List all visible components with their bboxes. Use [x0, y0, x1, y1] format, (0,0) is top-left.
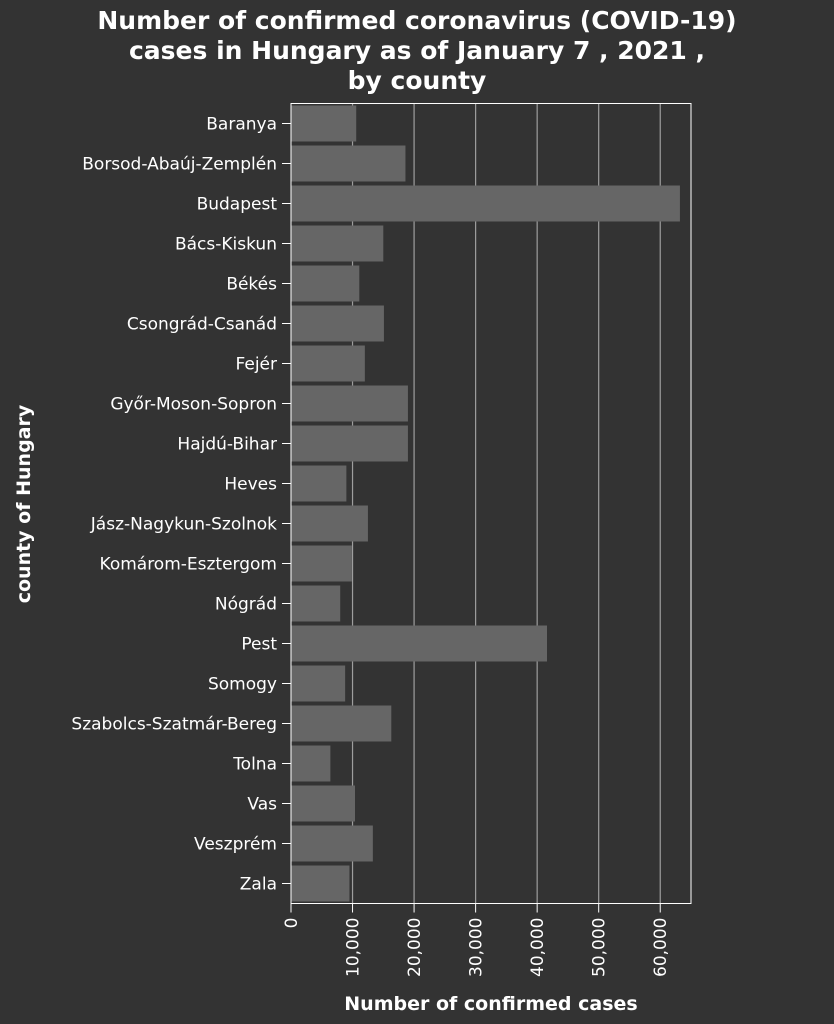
x-axis-ticks: 0 10,000 20,000 30,000 40,000 50,000 60,000 — [282, 903, 671, 977]
bar-7 — [291, 385, 408, 422]
bar-1 — [291, 145, 406, 182]
y-tick-label-4: Békés — [226, 275, 277, 295]
x-tick-label-4: 40,000 — [528, 918, 548, 977]
y-tick-label-10: Jász-Nagykun-Szolnok — [90, 515, 277, 535]
bar-15 — [291, 705, 392, 742]
bar-19 — [291, 865, 350, 902]
y-axis-title: county of Hungary — [13, 404, 35, 603]
y-tick-label-9: Heves — [224, 475, 277, 495]
x-tick-label-6: 60,000 — [651, 918, 671, 977]
x-tick-label-5: 50,000 — [590, 918, 610, 977]
bar-12 — [291, 585, 341, 622]
y-tick-label-5: Csongrád-Csanád — [127, 315, 277, 335]
chart-title-line-1: Number of confirmed coronavirus (COVID-1… — [97, 6, 737, 35]
bars — [291, 105, 680, 902]
plot-area-frame — [290, 103, 692, 904]
y-tick-label-1: Borsod-Abaúj-Zemplén — [82, 155, 277, 175]
y-tick-label-3: Bács-Kiskun — [175, 235, 277, 255]
chart-title: Number of confirmed coronavirus (COVID-1… — [0, 6, 834, 96]
bar-16 — [291, 745, 331, 782]
chart-title-line-3: by county — [347, 66, 487, 95]
bar-0 — [291, 105, 357, 142]
x-tick-label-1: 10,000 — [344, 918, 364, 977]
chart-title-line-2: cases in Hungary as of January 7 , 2021 … — [128, 36, 706, 65]
y-axis-ticks: Baranya Borsod-Abaúj-Zemplén Budapest Bács-… — [71, 115, 291, 895]
y-tick-label-8: Hajdú-Bihar — [177, 435, 277, 455]
y-tick-label-13: Pest — [241, 635, 277, 655]
bar-18 — [291, 825, 373, 862]
bar-3 — [291, 225, 384, 262]
y-tick-label-19: Zala — [240, 875, 277, 895]
y-tick-label-2: Budapest — [197, 195, 278, 215]
bar-10 — [291, 505, 368, 542]
bar-13 — [291, 625, 547, 662]
x-axis-title: Number of confirmed cases — [344, 993, 637, 1015]
x-tick-label-2: 20,000 — [405, 918, 425, 977]
bar-14 — [291, 665, 346, 702]
bar-6 — [291, 345, 365, 382]
y-tick-label-7: Győr-Moson-Sopron — [110, 395, 277, 415]
y-tick-label-6: Fejér — [236, 355, 277, 375]
bar-4 — [291, 265, 360, 302]
bar-8 — [291, 425, 408, 462]
y-tick-label-18: Veszprém — [194, 835, 277, 855]
y-tick-label-17: Vas — [247, 795, 277, 815]
y-tick-label-11: Komárom-Esztergom — [100, 555, 277, 575]
bar-17 — [291, 785, 355, 822]
bar-5 — [291, 305, 384, 342]
gridlines — [351, 103, 661, 904]
y-tick-label-14: Somogy — [208, 675, 277, 695]
bar-2 — [291, 185, 680, 222]
x-tick-label-3: 30,000 — [467, 918, 487, 977]
y-tick-label-15: Szabolcs-Szatmár-Bereg — [71, 715, 277, 735]
x-tick-label-0: 0 — [282, 918, 302, 929]
y-tick-label-16: Tolna — [232, 755, 277, 775]
y-tick-label-12: Nógrád — [215, 595, 277, 615]
bar-9 — [291, 465, 347, 502]
y-tick-label-0: Baranya — [206, 115, 277, 135]
bar-11 — [291, 545, 352, 582]
